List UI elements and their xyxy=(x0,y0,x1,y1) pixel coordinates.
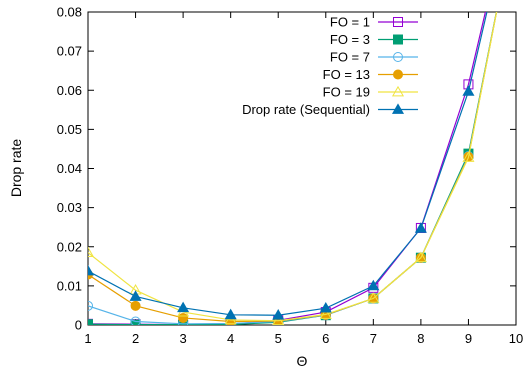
legend-item: FO = 7 xyxy=(330,50,418,65)
y-axis: 0 0.01 0.02 0.03 0.04 0.05 0.06 0.07 0.08 xyxy=(57,5,516,333)
legend-label: FO = 3 xyxy=(330,32,370,47)
series-line xyxy=(88,12,498,325)
legend-marker xyxy=(393,52,403,62)
data-point xyxy=(462,85,475,96)
y-tick-label: 0.01 xyxy=(57,278,82,293)
data-point xyxy=(367,279,380,291)
legend-label: FO = 19 xyxy=(323,85,370,100)
legend-item: FO = 3 xyxy=(330,32,418,47)
x-tick-label: 7 xyxy=(370,331,377,346)
x-tick-label: 6 xyxy=(322,331,329,346)
series-line xyxy=(88,12,498,323)
x-tick-label: 8 xyxy=(417,331,424,346)
data-point xyxy=(462,151,475,162)
legend-marker xyxy=(393,69,403,80)
data-point xyxy=(130,316,141,325)
legend-marker xyxy=(393,34,403,45)
series-line xyxy=(88,12,487,325)
legend-item: FO = 1 xyxy=(330,15,418,30)
data-point xyxy=(272,309,285,320)
legend: FO = 1 FO = 3 FO = 7 FO = 13 FO = 19 Drop rat… xyxy=(242,15,418,117)
x-tick-label: 2 xyxy=(132,331,139,346)
data-point xyxy=(88,246,95,257)
y-tick-label: 0.06 xyxy=(57,83,82,98)
data-point xyxy=(224,313,237,325)
data-point xyxy=(319,308,332,319)
y-tick-label: 0 xyxy=(75,318,82,333)
data-point xyxy=(272,314,285,325)
data-point xyxy=(178,312,189,323)
y-tick-label: 0.05 xyxy=(57,122,82,137)
series-line xyxy=(88,12,488,316)
x-tick-label: 1 xyxy=(84,331,91,346)
series-line xyxy=(88,12,498,322)
data-point xyxy=(177,301,190,313)
legend-marker xyxy=(391,103,405,114)
data-point xyxy=(88,300,93,311)
y-tick-label: 0.07 xyxy=(57,44,82,59)
data-point xyxy=(414,222,427,233)
data-point xyxy=(224,308,237,320)
series-6 xyxy=(88,12,488,320)
x-tick-label: 10 xyxy=(509,331,523,346)
legend-item: FO = 19 xyxy=(323,85,418,100)
data-point xyxy=(88,319,93,325)
series-5 xyxy=(88,12,498,325)
data-point xyxy=(129,290,142,301)
legend-marker xyxy=(393,17,403,27)
data-point xyxy=(367,292,380,303)
y-tick-label: 0.03 xyxy=(57,200,82,215)
series-4 xyxy=(88,12,498,325)
legend-item: FO = 13 xyxy=(323,67,418,82)
legend-label: FO = 1 xyxy=(330,15,370,30)
y-tick-label: 0.08 xyxy=(57,5,82,20)
y-axis-label: Drop rate xyxy=(8,139,24,198)
data-point xyxy=(319,301,332,313)
x-axis-label: Θ xyxy=(297,353,308,369)
series-line xyxy=(88,12,498,325)
data-point xyxy=(130,300,141,311)
legend-item: Drop rate (Sequential) xyxy=(242,102,418,117)
legend-label: Drop rate (Sequential) xyxy=(242,102,370,117)
series-layer xyxy=(88,12,498,325)
data-point xyxy=(88,264,95,276)
x-tick-label: 4 xyxy=(227,331,234,346)
data-point xyxy=(414,251,427,263)
x-tick-label: 5 xyxy=(275,331,282,346)
series-2 xyxy=(88,12,498,325)
y-tick-label: 0.02 xyxy=(57,239,82,254)
legend-label: FO = 7 xyxy=(330,50,370,65)
legend-marker xyxy=(391,85,405,97)
x-tick-label: 3 xyxy=(179,331,186,346)
x-tick-label: 9 xyxy=(465,331,472,346)
plot-frame xyxy=(87,11,517,326)
series-1 xyxy=(88,12,487,325)
data-point xyxy=(130,319,141,325)
series-3 xyxy=(88,12,498,325)
y-tick-label: 0.04 xyxy=(57,161,82,176)
legend-label: FO = 13 xyxy=(323,67,370,82)
